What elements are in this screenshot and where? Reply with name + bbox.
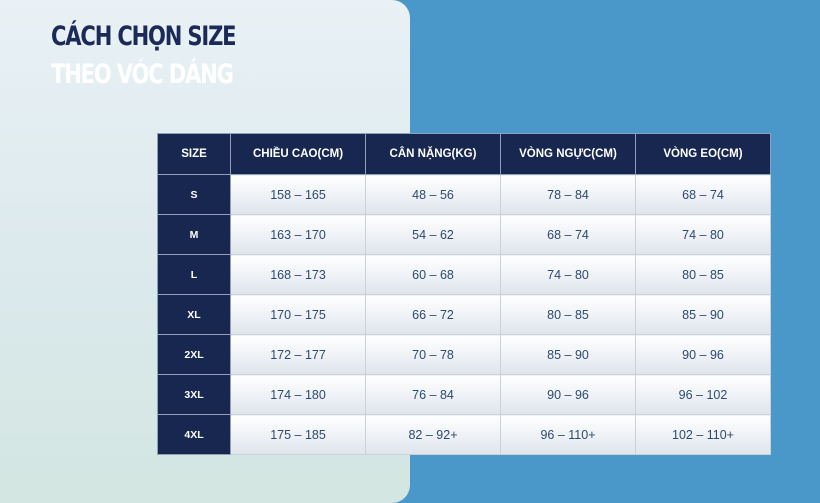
- weight-cell: 82 – 92+: [365, 414, 501, 455]
- size-label: 4XL: [157, 414, 231, 455]
- header-waist: VÒNG EO(CM): [635, 133, 771, 175]
- height-cell: 174 – 180: [230, 374, 366, 415]
- chest-cell: 90 – 96: [500, 374, 636, 415]
- size-label: 2XL: [157, 334, 231, 375]
- waist-cell: 74 – 80: [635, 214, 771, 255]
- weight-cell: 76 – 84: [365, 374, 501, 415]
- waist-cell: 102 – 110+: [635, 414, 771, 455]
- header-height: CHIỀU CAO(CM): [230, 133, 366, 175]
- table-row: L 168 – 173 60 – 68 74 – 80 80 – 85: [157, 254, 771, 295]
- chest-cell: 74 – 80: [500, 254, 636, 295]
- size-label: M: [157, 214, 231, 255]
- waist-cell: 96 – 102: [635, 374, 771, 415]
- size-label: L: [157, 254, 231, 295]
- table-row: XL 170 – 175 66 – 72 80 – 85 85 – 90: [157, 294, 771, 335]
- height-cell: 175 – 185: [230, 414, 366, 455]
- height-cell: 170 – 175: [230, 294, 366, 335]
- waist-cell: 68 – 74: [635, 174, 771, 215]
- waist-cell: 85 – 90: [635, 294, 771, 335]
- height-cell: 163 – 170: [230, 214, 366, 255]
- chest-cell: 78 – 84: [500, 174, 636, 215]
- table-row: 2XL 172 – 177 70 – 78 85 – 90 90 – 96: [157, 334, 771, 375]
- table-row: S 158 – 165 48 – 56 78 – 84 68 – 74: [157, 174, 771, 215]
- header-size: SIZE: [157, 133, 231, 175]
- waist-cell: 80 – 85: [635, 254, 771, 295]
- chest-cell: 68 – 74: [500, 214, 636, 255]
- height-cell: 158 – 165: [230, 174, 366, 215]
- waist-cell: 90 – 96: [635, 334, 771, 375]
- weight-cell: 66 – 72: [365, 294, 501, 335]
- size-chart-table: SIZE CHIỀU CAO(CM) CÂN NẶNG(KG) VÒNG NGỰ…: [157, 133, 771, 455]
- size-label: S: [157, 174, 231, 215]
- title-line-1: CÁCH CHỌN SIZE: [51, 21, 237, 52]
- header-chest: VÒNG NGỰC(CM): [500, 133, 636, 175]
- table-row: 3XL 174 – 180 76 – 84 90 – 96 96 – 102: [157, 374, 771, 415]
- chest-cell: 80 – 85: [500, 294, 636, 335]
- title-line-2: THEO VÓC DÁNG: [51, 59, 234, 90]
- height-cell: 172 – 177: [230, 334, 366, 375]
- height-cell: 168 – 173: [230, 254, 366, 295]
- size-label: 3XL: [157, 374, 231, 415]
- page-title: CÁCH CHỌN SIZE THEO VÓC DÁNG: [51, 18, 237, 94]
- weight-cell: 48 – 56: [365, 174, 501, 215]
- chest-cell: 96 – 110+: [500, 414, 636, 455]
- table-row: 4XL 175 – 185 82 – 92+ 96 – 110+ 102 – 1…: [157, 414, 771, 455]
- header-weight: CÂN NẶNG(KG): [365, 133, 501, 175]
- weight-cell: 54 – 62: [365, 214, 501, 255]
- table-row: M 163 – 170 54 – 62 68 – 74 74 – 80: [157, 214, 771, 255]
- weight-cell: 60 – 68: [365, 254, 501, 295]
- size-label: XL: [157, 294, 231, 335]
- header-row: SIZE CHIỀU CAO(CM) CÂN NẶNG(KG) VÒNG NGỰ…: [157, 133, 771, 175]
- weight-cell: 70 – 78: [365, 334, 501, 375]
- chest-cell: 85 – 90: [500, 334, 636, 375]
